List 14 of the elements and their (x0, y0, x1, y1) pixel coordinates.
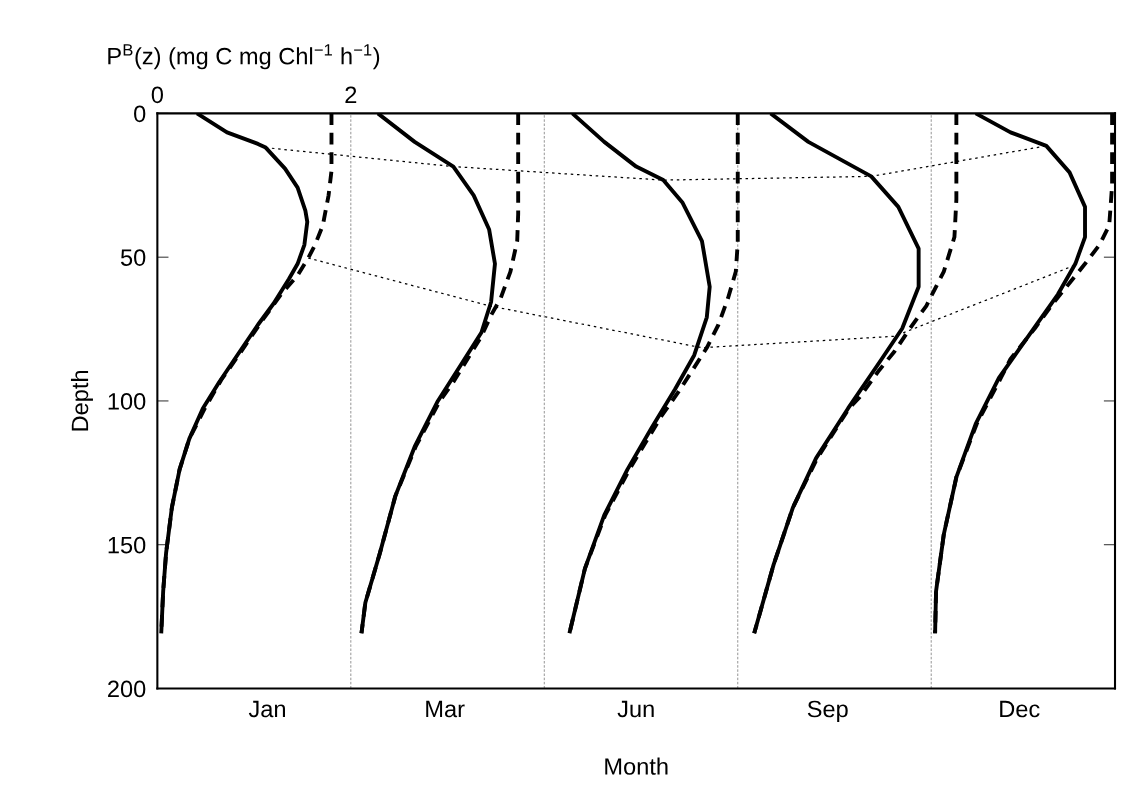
y-tick-label: 150 (108, 536, 146, 554)
y-tick-label: 100 (108, 393, 146, 410)
text: Dec (1000, 700, 1040, 718)
x-tick-label: 2 (345, 86, 357, 103)
text: Mar (426, 700, 465, 718)
text: Month (605, 757, 668, 775)
x-axis-title: P$^{B}$(z) (mg C mg Chl$^{−1}$ h$^{−1}$) (108, 44, 380, 70)
y-tick-label: 200 (108, 680, 146, 698)
text: Sep (807, 700, 848, 723)
text: Jun (617, 700, 654, 718)
text: Jan (248, 700, 285, 718)
y-axis-title: Depth (70, 370, 93, 431)
y-tick-label: 50 (120, 249, 146, 266)
y-tick-label: 0 (134, 105, 146, 123)
